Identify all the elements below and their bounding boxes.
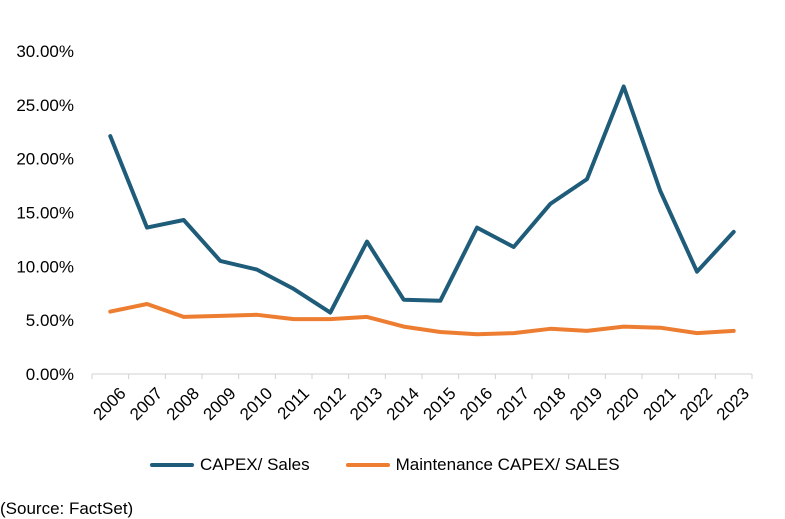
x-tick-label: 2010	[236, 384, 276, 424]
x-tick-label: 2015	[419, 384, 459, 424]
series-line-capex	[110, 87, 733, 313]
y-tick-label: 15.00%	[16, 204, 74, 223]
series-line-maintenance	[110, 304, 733, 334]
legend-swatch-capex	[150, 463, 194, 467]
legend-item-maintenance: Maintenance CAPEX/ SALES	[346, 455, 620, 475]
x-tick-label: 2014	[383, 384, 423, 424]
legend: CAPEX/ Sales Maintenance CAPEX/ SALES	[150, 455, 656, 475]
y-tick-label: 0.00%	[26, 365, 74, 384]
source-note: (Source: FactSet)	[0, 499, 133, 519]
y-tick-label: 5.00%	[26, 311, 74, 330]
y-axis: 0.00% 5.00% 10.00% 15.00% 20.00% 25.00% 30.00%	[16, 42, 74, 384]
x-tick-label: 2021	[639, 384, 679, 424]
x-tick-label: 2018	[529, 384, 569, 424]
x-tick-label: 2016	[456, 384, 496, 424]
y-tick-label: 25.00%	[16, 96, 74, 115]
x-tick-label: 2008	[163, 384, 203, 424]
x-tick-label: 2017	[493, 384, 533, 424]
legend-label-capex: CAPEX/ Sales	[200, 455, 310, 475]
x-tick-label: 2022	[676, 384, 716, 424]
x-tick-label: 2007	[126, 384, 166, 424]
x-tick-label: 2009	[199, 384, 239, 424]
y-tick-label: 10.00%	[16, 257, 74, 276]
line-chart: 0.00% 5.00% 10.00% 15.00% 20.00% 25.00% 30.00%…	[0, 0, 785, 450]
x-axis: 2006200720082009201020112012201320142015…	[89, 374, 753, 424]
legend-label-maintenance: Maintenance CAPEX/ SALES	[396, 455, 620, 475]
series-layer	[110, 86, 734, 334]
y-tick-label: 20.00%	[16, 150, 74, 169]
x-tick-label: 2006	[89, 384, 129, 424]
legend-swatch-maintenance	[346, 463, 390, 467]
x-tick-label: 2013	[346, 384, 386, 424]
x-tick-label: 2019	[566, 384, 606, 424]
legend-item-capex: CAPEX/ Sales	[150, 455, 310, 475]
x-tick-label: 2020	[603, 384, 643, 424]
y-tick-label: 30.00%	[16, 42, 74, 61]
x-tick-label: 2011	[274, 384, 313, 423]
x-tick-label: 2012	[309, 384, 349, 424]
x-tick-label: 2023	[713, 384, 753, 424]
